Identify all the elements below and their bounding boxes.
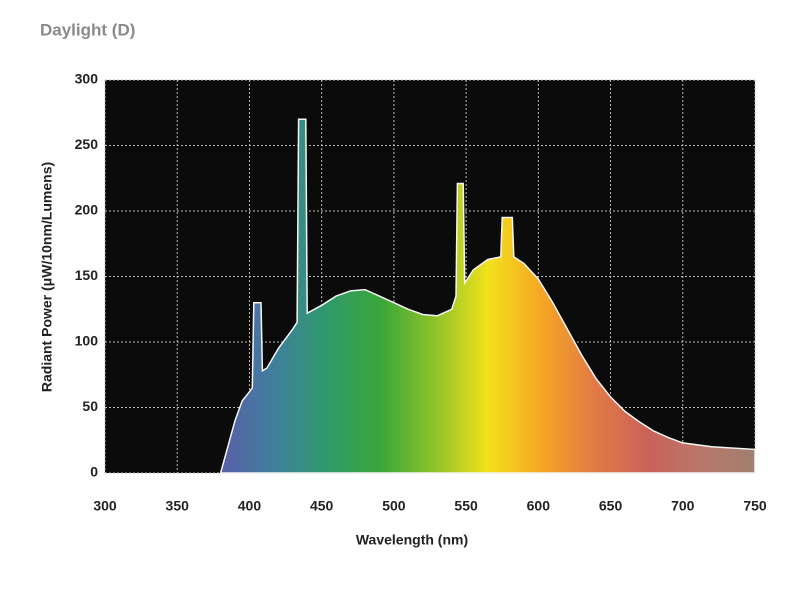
y-tick-label: 0 — [90, 464, 98, 480]
x-tick-label: 750 — [743, 498, 767, 514]
x-tick-label: 350 — [166, 498, 190, 514]
x-tick-label: 550 — [454, 498, 478, 514]
x-tick-label: 300 — [93, 498, 117, 514]
x-axis-label: Wavelength (nm) — [356, 532, 468, 548]
chart-title: Daylight (D) — [40, 20, 135, 39]
y-tick-label: 50 — [82, 398, 98, 414]
x-tick-label: 600 — [527, 498, 551, 514]
spectrum-area — [219, 118, 756, 474]
y-axis-label: Radiant Power (μW/10nm/Lumens) — [39, 162, 55, 392]
y-tick-label: 250 — [75, 136, 99, 152]
x-tick-label: 400 — [238, 498, 262, 514]
y-tick-label: 200 — [75, 202, 99, 218]
x-tick-label: 450 — [310, 498, 334, 514]
x-tick-label: 650 — [599, 498, 623, 514]
x-tick-label: 500 — [382, 498, 406, 514]
y-tick-label: 300 — [75, 71, 99, 87]
y-tick-label: 150 — [75, 267, 99, 283]
y-tick-label: 100 — [75, 333, 99, 349]
x-tick-label: 700 — [671, 498, 695, 514]
